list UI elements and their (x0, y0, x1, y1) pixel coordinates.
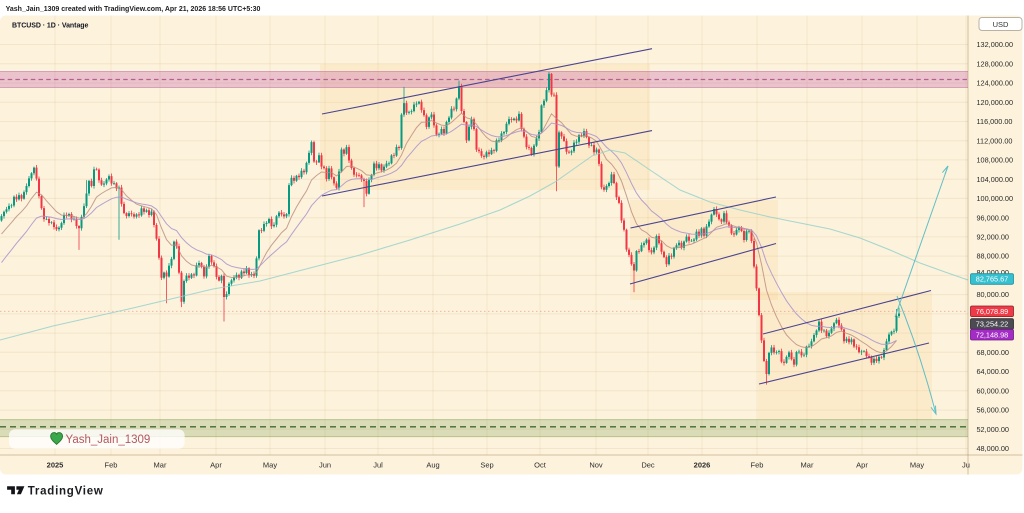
svg-text:Jul: Jul (373, 461, 383, 470)
svg-text:Dec: Dec (641, 461, 655, 470)
svg-text:128,000.00: 128,000.00 (977, 59, 1014, 68)
svg-text:104,000.00: 104,000.00 (977, 175, 1014, 184)
svg-text:USD: USD (993, 20, 1009, 29)
svg-text:116,000.00: 116,000.00 (977, 117, 1013, 126)
svg-text:Ju: Ju (962, 461, 970, 470)
svg-text:120,000.00: 120,000.00 (977, 98, 1014, 107)
svg-text:72,148.98: 72,148.98 (976, 330, 1008, 339)
svg-text:Apr: Apr (856, 461, 868, 470)
svg-text:112,000.00: 112,000.00 (977, 136, 1013, 145)
svg-text:Yash_Jain_1309 created with Tr: Yash_Jain_1309 created with TradingView.… (6, 6, 261, 13)
svg-text:73,254.22: 73,254.22 (976, 320, 1008, 329)
svg-text:96,000.00: 96,000.00 (977, 213, 1009, 222)
svg-text:Yash_Jain_1309: Yash_Jain_1309 (66, 434, 151, 446)
svg-text:TradingView: TradingView (28, 485, 104, 497)
svg-text:Feb: Feb (105, 461, 118, 470)
svg-text:BTCUSD · 1D · Vantage: BTCUSD · 1D · Vantage (12, 22, 89, 29)
svg-text:52,000.00: 52,000.00 (977, 425, 1009, 434)
svg-text:May: May (263, 461, 277, 470)
svg-text:Jun: Jun (319, 461, 331, 470)
svg-text:Mar: Mar (801, 461, 814, 470)
svg-text:76,078.89: 76,078.89 (976, 307, 1008, 316)
svg-text:May: May (910, 461, 924, 470)
svg-text:124,000.00: 124,000.00 (977, 79, 1014, 88)
svg-text:Sep: Sep (480, 461, 493, 470)
svg-text:88,000.00: 88,000.00 (977, 252, 1009, 261)
svg-text:Mar: Mar (154, 461, 167, 470)
svg-text:100,000.00: 100,000.00 (977, 194, 1014, 203)
svg-text:60,000.00: 60,000.00 (977, 386, 1009, 395)
svg-text:2025: 2025 (47, 461, 64, 470)
svg-text:132,000.00: 132,000.00 (977, 40, 1014, 49)
svg-text:Aug: Aug (426, 461, 439, 470)
svg-text:2026: 2026 (694, 461, 711, 470)
svg-text:84,000.00: 84,000.00 (977, 268, 1009, 277)
svg-text:Apr: Apr (210, 461, 222, 470)
svg-text:82,765.67: 82,765.67 (976, 275, 1008, 284)
svg-text:56,000.00: 56,000.00 (977, 406, 1009, 415)
svg-text:64,000.00: 64,000.00 (977, 367, 1009, 376)
svg-text:48,000.00: 48,000.00 (977, 444, 1009, 453)
svg-text:Nov: Nov (589, 461, 603, 470)
svg-text:Feb: Feb (751, 461, 764, 470)
svg-text:Oct: Oct (534, 461, 547, 470)
svg-text:68,000.00: 68,000.00 (977, 348, 1009, 357)
svg-text:108,000.00: 108,000.00 (977, 156, 1014, 165)
svg-text:80,000.00: 80,000.00 (977, 290, 1009, 299)
svg-text:92,000.00: 92,000.00 (977, 233, 1009, 242)
